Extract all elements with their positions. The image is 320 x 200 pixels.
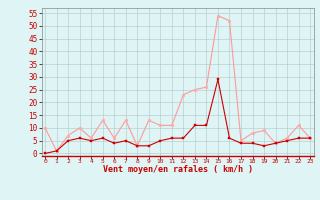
X-axis label: Vent moyen/en rafales ( km/h ): Vent moyen/en rafales ( km/h ) bbox=[103, 165, 252, 174]
